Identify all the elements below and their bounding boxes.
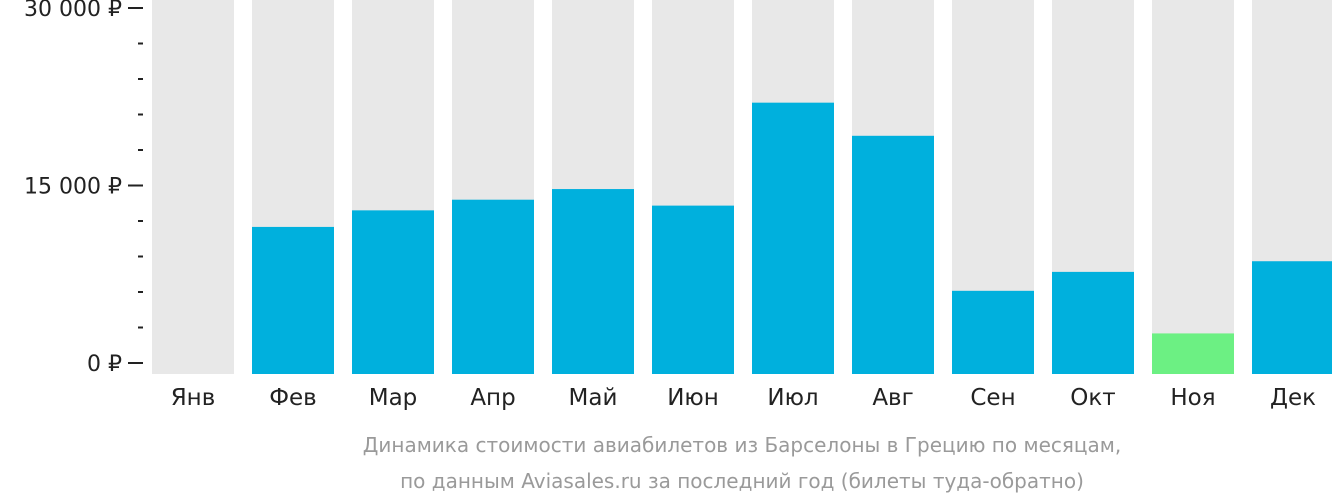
x-tick-label: Июл xyxy=(767,385,818,411)
background-column xyxy=(152,0,234,374)
bar xyxy=(752,102,834,375)
x-axis-labels: Янв Фев Мар Апр Май Июн Июл Авг Сен Окт Ноя Дек xyxy=(171,385,1316,411)
bar xyxy=(452,199,534,374)
bar xyxy=(552,189,634,374)
y-axis: 0 ₽ 15 000 ₽ 30 000 ₽ xyxy=(24,0,143,377)
x-tick-label: Окт xyxy=(1070,385,1115,411)
x-tick-label: Авг xyxy=(872,385,913,411)
x-tick-label: Янв xyxy=(171,385,216,411)
x-tick-label: Май xyxy=(569,385,618,411)
y-tick-label: 30 000 ₽ xyxy=(24,0,122,22)
x-tick-label: Фев xyxy=(269,385,317,411)
x-tick-label: Сен xyxy=(970,385,1015,411)
bar xyxy=(1052,271,1134,374)
bar xyxy=(1252,261,1332,374)
bar xyxy=(952,290,1034,374)
caption-line-2: по данным Aviasales.ru за последний год … xyxy=(400,469,1084,493)
bar xyxy=(252,226,334,374)
x-tick-label: Дек xyxy=(1270,385,1316,411)
chart-caption: Динамика стоимости авиабилетов из Барсел… xyxy=(363,433,1121,493)
x-tick-label: Июн xyxy=(667,385,719,411)
bars xyxy=(252,102,1332,375)
bar xyxy=(852,135,934,374)
caption-line-1: Динамика стоимости авиабилетов из Барсел… xyxy=(363,433,1121,457)
y-tick-label: 0 ₽ xyxy=(87,352,122,377)
bar xyxy=(352,210,434,374)
x-tick-label: Ноя xyxy=(1170,385,1215,411)
bar xyxy=(1152,333,1234,374)
y-tick-label: 15 000 ₽ xyxy=(24,175,122,200)
background-column xyxy=(1152,0,1234,374)
x-tick-label: Апр xyxy=(470,385,515,411)
bar xyxy=(652,205,734,374)
x-tick-label: Мар xyxy=(369,385,418,411)
